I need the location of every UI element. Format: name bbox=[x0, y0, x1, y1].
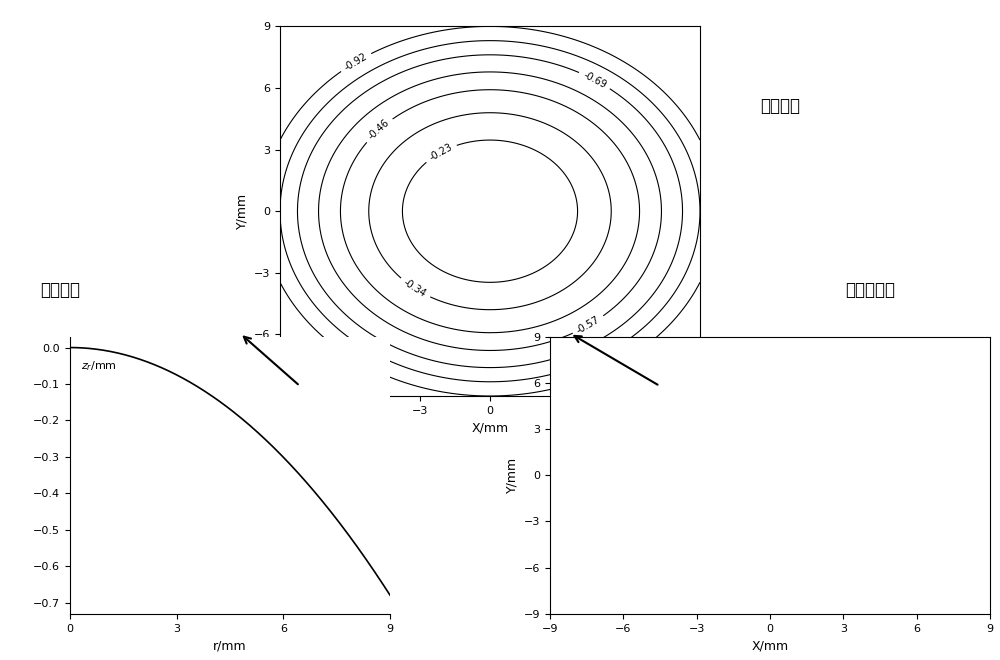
Text: -0.92: -0.92 bbox=[611, 350, 638, 371]
X-axis label: X/mm: X/mm bbox=[471, 421, 509, 434]
Text: 复杂曲面: 复杂曲面 bbox=[760, 96, 800, 115]
Text: -0.23: -0.23 bbox=[427, 142, 454, 163]
Text: -0.92: -0.92 bbox=[342, 51, 369, 73]
Text: -0.46: -0.46 bbox=[366, 117, 392, 142]
Text: -0.34: -0.34 bbox=[402, 278, 428, 300]
Text: $z_r$/mm: $z_r$/mm bbox=[81, 360, 117, 373]
X-axis label: r/mm: r/mm bbox=[213, 639, 247, 652]
Y-axis label: Y/mm: Y/mm bbox=[235, 193, 248, 229]
X-axis label: X/mm: X/mm bbox=[751, 639, 789, 652]
Y-axis label: Y/mm: Y/mm bbox=[505, 457, 518, 493]
Text: 非回转曲面: 非回转曲面 bbox=[845, 281, 895, 300]
Text: 回转曲面: 回转曲面 bbox=[40, 281, 80, 300]
Text: -0.69: -0.69 bbox=[581, 70, 608, 90]
Text: -0.57: -0.57 bbox=[575, 315, 602, 336]
Text: -0.80: -0.80 bbox=[576, 352, 603, 371]
